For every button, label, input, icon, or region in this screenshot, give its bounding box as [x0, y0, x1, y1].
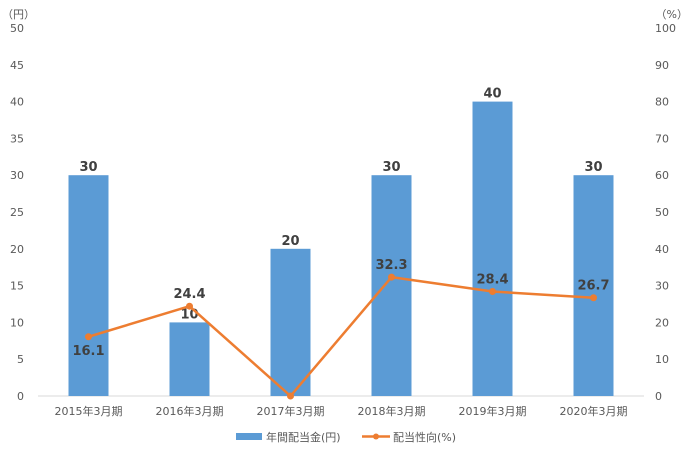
left-tick-label: 30	[10, 169, 24, 182]
x-tick-label: 2016年3月期	[156, 404, 224, 418]
line-labels: 16.1 24.4 32.3 28.4 26.7	[72, 258, 609, 359]
bar-data-label: 30	[584, 160, 602, 175]
legend: 年間配当金(円) 配当性向(%)	[236, 430, 456, 444]
right-tick-label: 90	[655, 59, 669, 72]
left-tick-label: 40	[10, 96, 24, 109]
right-tick-label: 80	[655, 96, 669, 109]
line-data-label: 28.4	[476, 272, 508, 287]
left-tick-label: 15	[10, 280, 24, 293]
line-point	[489, 287, 496, 295]
line-series	[85, 273, 597, 400]
left-tick-label: 0	[17, 390, 24, 403]
right-tick-label: 30	[655, 280, 669, 293]
x-tick-label: 2020年3月期	[560, 404, 628, 418]
left-tick-label: 50	[10, 22, 24, 35]
bar	[472, 101, 513, 396]
line-data-label: 32.3	[375, 258, 407, 273]
right-tick-label: 10	[655, 353, 669, 366]
line-point	[186, 302, 193, 310]
bar-data-label: 30	[382, 160, 400, 175]
right-axis-unit: （%）	[656, 8, 688, 21]
bar	[169, 322, 210, 396]
left-tick-label: 35	[10, 132, 24, 145]
bar-data-label: 40	[483, 87, 501, 102]
legend-line-label: 配当性向(%)	[393, 430, 456, 444]
bar	[573, 175, 614, 396]
x-axis: 2015年3月期 2016年3月期 2017年3月期 2018年3月期 2019年3月期…	[55, 404, 628, 418]
line-path	[88, 275, 594, 398]
x-tick-label: 2019年3月期	[459, 404, 527, 418]
bar-data-label: 20	[281, 234, 299, 249]
left-tick-label: 10	[10, 316, 24, 329]
x-tick-label: 2017年3月期	[257, 404, 325, 418]
right-tick-label: 40	[655, 243, 669, 256]
right-tick-label: 70	[655, 132, 669, 145]
line-point	[85, 333, 92, 341]
bar-data-label: 30	[79, 160, 97, 175]
bar	[371, 175, 412, 396]
right-tick-label: 50	[655, 206, 669, 219]
line-point	[590, 294, 597, 302]
bar	[270, 248, 311, 396]
legend-bar-swatch	[236, 433, 262, 440]
left-axis-unit: （円）	[2, 8, 35, 21]
line-point	[388, 273, 395, 281]
left-tick-label: 5	[17, 353, 24, 366]
right-tick-label: 0	[655, 390, 662, 403]
right-tick-label: 20	[655, 316, 669, 329]
bar	[68, 175, 109, 396]
left-tick-label: 20	[10, 243, 24, 256]
legend-bar-label: 年間配当金(円)	[266, 430, 341, 444]
line-data-label: 26.7	[577, 279, 609, 294]
legend-line-marker	[373, 433, 379, 440]
right-tick-label: 60	[655, 169, 669, 182]
x-tick-label: 2018年3月期	[358, 404, 426, 418]
line-data-label: 16.1	[72, 344, 104, 359]
bar-series	[68, 101, 614, 396]
left-axis: 0 5 10 15 20 25 30 35 40 45 50	[10, 22, 24, 403]
right-tick-label: 100	[655, 22, 676, 35]
left-tick-label: 25	[10, 206, 24, 219]
right-axis: 0 10 20 30 40 50 60 70 80 90 100	[655, 22, 676, 403]
left-tick-label: 45	[10, 59, 24, 72]
line-point	[287, 392, 294, 400]
line-data-label: 24.4	[173, 287, 205, 302]
x-tick-label: 2015年3月期	[55, 404, 123, 418]
